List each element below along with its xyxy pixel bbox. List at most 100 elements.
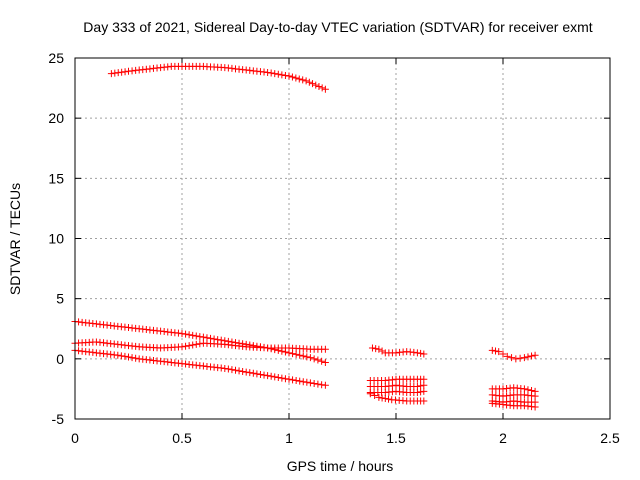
data-point — [281, 71, 289, 79]
data-point — [375, 345, 383, 353]
data-point — [417, 382, 425, 390]
data-point — [242, 368, 250, 376]
data-point — [289, 376, 297, 384]
x-axis-label: GPS time / hours — [287, 458, 394, 474]
series-6 — [366, 375, 428, 384]
y-tick-label: 10 — [48, 231, 64, 247]
data-point — [413, 383, 421, 391]
data-point — [117, 352, 125, 360]
data-point — [366, 390, 374, 398]
data-point — [310, 355, 318, 363]
data-point — [310, 380, 318, 388]
data-point — [232, 366, 239, 374]
series-4 — [71, 346, 329, 389]
data-point — [292, 376, 300, 384]
data-point — [314, 356, 322, 364]
data-point — [309, 80, 317, 88]
data-point — [520, 354, 528, 362]
data-point — [249, 369, 257, 377]
data-point — [271, 373, 279, 381]
x-tick-label: 2.5 — [600, 430, 620, 446]
data-point — [185, 331, 193, 339]
data-point — [267, 372, 275, 380]
data-point — [178, 330, 186, 338]
data-point — [189, 341, 197, 349]
data-point — [288, 73, 296, 81]
data-point — [516, 354, 524, 362]
data-point — [178, 343, 186, 351]
data-point — [264, 372, 272, 380]
series-8 — [366, 387, 428, 397]
data-points — [71, 62, 539, 411]
data-point — [321, 85, 329, 93]
data-point — [221, 364, 229, 372]
data-point — [185, 342, 193, 350]
data-point — [321, 345, 329, 353]
data-point — [420, 397, 428, 405]
data-point — [274, 70, 282, 78]
y-tick-label: 5 — [56, 291, 64, 307]
data-point — [524, 353, 532, 361]
data-point — [295, 75, 303, 83]
data-point — [285, 72, 293, 80]
data-point — [278, 71, 286, 79]
data-point — [303, 353, 311, 361]
data-point — [512, 355, 520, 363]
data-point — [528, 352, 536, 360]
data-point — [531, 403, 539, 411]
grid — [75, 58, 610, 419]
data-point — [278, 374, 286, 382]
data-point — [495, 348, 503, 356]
data-point — [182, 342, 190, 350]
data-point — [381, 395, 389, 403]
data-point — [312, 81, 320, 89]
data-point — [296, 377, 304, 385]
data-point — [302, 77, 310, 85]
x-tick-label: 1 — [285, 430, 293, 446]
series-3 — [71, 338, 329, 353]
data-point — [199, 333, 207, 341]
data-point — [121, 352, 129, 360]
data-point — [189, 331, 197, 339]
data-point — [305, 78, 313, 86]
data-point — [224, 365, 232, 373]
data-point — [321, 381, 329, 389]
data-point — [260, 371, 268, 379]
series-9 — [366, 390, 428, 405]
x-axis-ticks: 0 0.5 1 1.5 2 2.5 — [71, 58, 620, 446]
data-point — [303, 378, 311, 386]
data-point — [285, 375, 293, 383]
data-point — [372, 345, 380, 353]
data-point — [292, 74, 300, 82]
data-point — [128, 354, 136, 362]
data-point — [413, 389, 421, 397]
data-point — [508, 354, 516, 362]
data-point — [274, 373, 282, 381]
data-point — [192, 332, 200, 340]
data-point — [271, 70, 279, 78]
x-tick-label: 2 — [499, 430, 507, 446]
y-tick-label: -5 — [52, 411, 65, 427]
y-axis-label: SDTVAR / TECUs — [7, 183, 23, 295]
x-tick-label: 0.5 — [172, 430, 192, 446]
y-tick-label: 20 — [48, 110, 64, 126]
data-point — [314, 380, 322, 388]
data-point — [417, 349, 425, 357]
data-point — [306, 354, 314, 362]
data-point — [264, 68, 272, 76]
data-point — [417, 388, 425, 396]
data-point — [531, 351, 539, 359]
y-tick-label: 25 — [48, 50, 64, 66]
data-point — [235, 367, 243, 375]
data-point — [420, 375, 428, 383]
data-point — [531, 392, 539, 400]
data-point — [321, 358, 329, 366]
data-point — [420, 350, 428, 358]
data-point — [503, 352, 511, 360]
data-point — [378, 394, 386, 402]
x-tick-label: 0 — [71, 430, 79, 446]
data-point — [281, 375, 289, 383]
plot-frame — [74, 57, 611, 420]
data-point — [192, 340, 200, 348]
data-point — [318, 381, 326, 389]
